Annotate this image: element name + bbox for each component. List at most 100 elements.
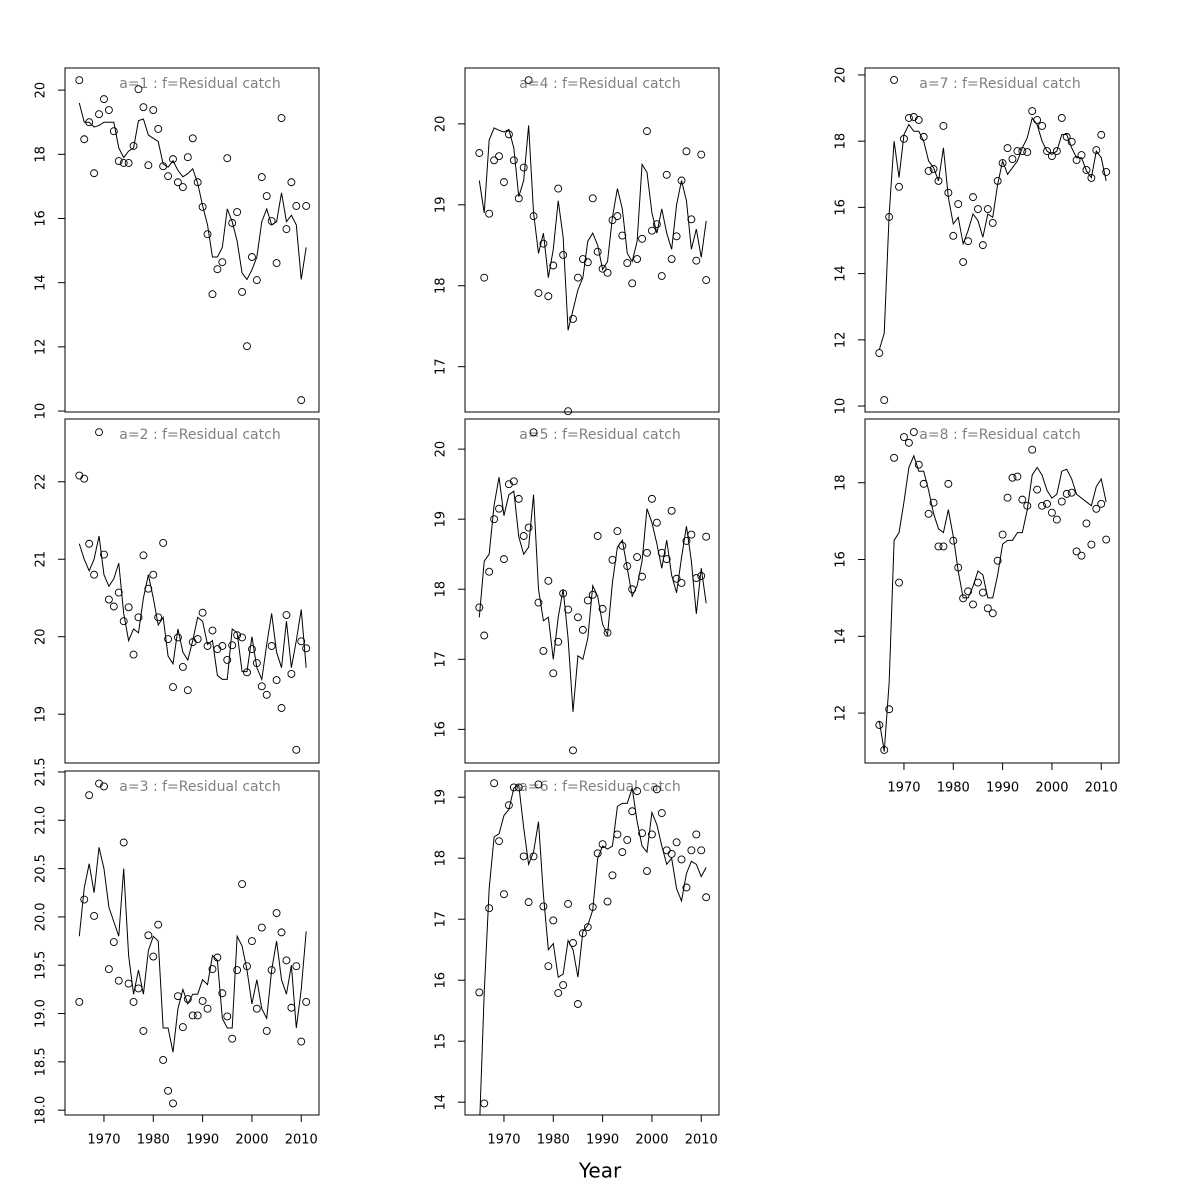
x-tick-label: 1990 (986, 781, 1019, 796)
data-point (203, 1004, 212, 1013)
data-point (1003, 144, 1012, 153)
data-point (218, 258, 227, 267)
data-point (90, 570, 99, 579)
data-point (218, 642, 227, 650)
data-point (559, 981, 568, 990)
data-point (297, 1037, 306, 1046)
data-point (104, 106, 113, 114)
data-point (169, 1099, 177, 1108)
data-point (1043, 147, 1051, 156)
data-point (569, 746, 577, 755)
panel: a=3 : f=Residual catch 18.0 18.5 19.0 19.5 20… (34, 757, 320, 1148)
data-point (134, 85, 143, 94)
data-point (302, 644, 311, 653)
data-point (282, 611, 291, 619)
data-point (1077, 551, 1086, 560)
data-point (178, 662, 187, 671)
data-point (302, 202, 311, 210)
data-point (188, 1011, 197, 1020)
data-point (524, 898, 533, 907)
x-tick-label: 1980 (937, 781, 970, 796)
data-point (978, 241, 987, 250)
data-point (109, 602, 118, 611)
x-tick-label: 1990 (186, 1133, 219, 1148)
data-point (924, 509, 933, 518)
data-point (500, 178, 508, 187)
data-point (119, 838, 128, 847)
data-point (1033, 485, 1042, 494)
data-point (573, 613, 582, 622)
data-point (490, 156, 499, 165)
y-tick-label: 15 (434, 1033, 449, 1050)
data-point (267, 642, 276, 650)
data-point (895, 182, 903, 191)
data-point (1097, 130, 1106, 139)
data-point (613, 527, 622, 536)
data-point (618, 848, 627, 857)
data-point (534, 598, 543, 607)
fitted-line (478, 125, 707, 331)
data-point (1062, 132, 1071, 141)
data-point (114, 588, 123, 597)
data-point (880, 396, 889, 405)
data-point (485, 209, 494, 218)
data-point (292, 962, 301, 971)
y-tick-label: 18 (434, 277, 449, 294)
y-tick-label: 14 (34, 274, 49, 291)
data-point (702, 893, 711, 902)
data-point (119, 617, 128, 626)
data-point (647, 830, 656, 839)
data-point (228, 219, 237, 227)
data-point (159, 1055, 168, 1064)
data-point (129, 650, 138, 659)
data-point (257, 923, 266, 932)
y-tick-label: 20 (434, 116, 449, 133)
data-point (223, 656, 232, 664)
data-point (969, 600, 977, 609)
data-point (80, 895, 89, 904)
data-point (262, 1026, 271, 1035)
data-point (124, 603, 133, 612)
data-point (277, 704, 286, 712)
data-point (1072, 156, 1081, 164)
y-tick-label: 12 (834, 705, 849, 722)
y-tick-label: 19 (34, 706, 49, 723)
panel-title: a=8 : f=Residual catch (919, 427, 1080, 443)
data-point (559, 251, 568, 259)
data-point (638, 234, 647, 243)
data-point (564, 605, 573, 614)
data-point (988, 609, 997, 618)
data-point (613, 212, 622, 221)
data-point (154, 920, 163, 929)
panel: a=4 : f=Residual catch 17 18 19 20 (434, 67, 720, 416)
y-tick-label: 20 (34, 628, 49, 645)
data-point (178, 183, 187, 192)
data-point (598, 264, 607, 273)
data-point (519, 163, 528, 172)
data-point (647, 226, 656, 235)
y-tick-label: 14 (834, 628, 849, 645)
data-point (973, 205, 982, 213)
y-tick-label: 19 (434, 511, 449, 528)
y-tick-label: 16 (34, 210, 49, 227)
data-point (1018, 495, 1027, 504)
data-point (218, 989, 227, 998)
data-point (959, 258, 968, 266)
data-point (593, 247, 602, 256)
data-point (702, 532, 711, 541)
data-point (164, 635, 173, 643)
y-tick-label: 12 (34, 339, 49, 356)
data-point (198, 608, 207, 617)
data-point (257, 682, 266, 691)
data-point (100, 782, 108, 791)
x-tick-label: 1990 (586, 1133, 619, 1148)
data-point (509, 156, 518, 165)
fitted-line (78, 847, 307, 1053)
data-point (647, 494, 656, 503)
data-point (509, 783, 518, 792)
data-point (282, 956, 291, 965)
data-point (573, 273, 582, 282)
data-point (208, 965, 217, 974)
data-point (139, 1026, 148, 1035)
